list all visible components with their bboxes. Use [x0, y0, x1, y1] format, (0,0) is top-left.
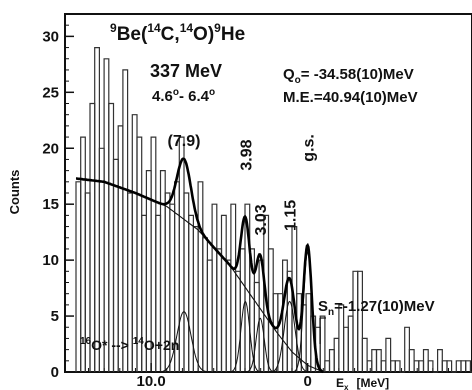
total-fit-curve — [76, 157, 324, 374]
mass-excess: M.E.=40.94(10)MeV — [283, 89, 418, 106]
histogram-bin — [446, 360, 453, 372]
histogram-bin — [202, 237, 208, 372]
histogram-bin — [455, 360, 462, 372]
histogram-bin — [117, 125, 124, 372]
y-tick-label: 25 — [42, 84, 59, 101]
q-value: Qo= -34.58(10)MeV — [283, 66, 414, 86]
histogram-bin — [343, 326, 349, 372]
histogram-bin — [131, 114, 138, 372]
peak-label: 3.03 — [253, 204, 270, 235]
histogram-bin — [380, 360, 387, 372]
neutron-separation: Sn=-1.27(10)MeV — [318, 298, 435, 318]
histogram-bin — [404, 326, 410, 372]
x-tick-label: 0 — [303, 373, 311, 390]
histogram-bin — [188, 214, 194, 372]
beam-energy: 337 MeV — [150, 61, 222, 81]
histogram-bin — [122, 69, 129, 372]
y-tick-label: 15 — [42, 196, 59, 213]
histogram-bin — [347, 315, 354, 372]
histogram-bin — [225, 259, 232, 372]
histogram-bin — [394, 360, 401, 372]
x-tick-label: 10.0 — [136, 373, 165, 390]
angle-range: 4.6o- 6.4o — [152, 87, 215, 105]
x-axis-label: Ex [MeV] — [336, 376, 389, 390]
histogram-bin — [220, 214, 227, 372]
histogram-bin — [390, 360, 396, 372]
histogram — [75, 47, 472, 373]
histogram-bin — [305, 293, 312, 372]
histogram-bin — [366, 360, 373, 372]
histogram-bin — [413, 360, 420, 372]
histogram-bin — [206, 259, 213, 372]
histogram-bin — [324, 360, 331, 372]
y-tick-label: 5 — [51, 308, 59, 325]
peak-component-curve — [155, 311, 212, 373]
histogram-bin — [375, 349, 382, 372]
histogram-bin — [216, 248, 223, 372]
peak-label: g.s. — [301, 134, 318, 162]
histogram-bin — [108, 102, 115, 372]
histogram-bin — [465, 360, 471, 372]
histogram-bin — [422, 349, 429, 372]
histogram-bin — [282, 259, 288, 372]
y-tick-label: 10 — [42, 252, 59, 269]
histogram-bin — [197, 181, 204, 372]
histogram-bin — [89, 102, 96, 372]
histogram-bin — [357, 270, 363, 372]
histogram-bin — [441, 360, 448, 372]
y-tick-label: 0 — [51, 364, 59, 381]
histogram-bin — [333, 337, 340, 372]
histogram-bin — [371, 349, 378, 372]
histogram-bin — [460, 360, 467, 372]
histogram-bin — [385, 337, 392, 372]
peak-component-curve — [267, 300, 311, 373]
reaction-label: 9Be(14C,14O)9He — [110, 21, 245, 45]
peak-label: 3.98 — [238, 139, 255, 170]
histogram-bin — [178, 136, 185, 372]
breakup-label: 16O* --> 14O+2n — [80, 336, 179, 353]
peak-label: 1.15 — [283, 200, 300, 231]
peak-component-curve — [243, 317, 276, 373]
histogram-bin — [418, 360, 425, 372]
histogram-bin — [328, 349, 335, 372]
y-tick-label: 30 — [42, 28, 59, 45]
y-tick-label: 20 — [42, 140, 59, 157]
histogram-bin — [437, 349, 443, 372]
fit-curves — [75, 157, 324, 374]
histogram-bin — [427, 360, 434, 372]
peak-component-curve — [227, 300, 263, 373]
peak-labels: (7.9) 3.98 3.03 1.15 g.s. — [168, 133, 318, 235]
histogram-bin — [103, 58, 110, 372]
histogram-bin — [352, 270, 359, 372]
histogram-bin — [253, 281, 260, 372]
histogram-bin — [408, 349, 415, 372]
axes: 0 5 10 15 20 25 30 10.0 0 — [42, 13, 450, 390]
y-axis-label: Counts — [7, 170, 22, 215]
histogram-bin — [319, 315, 326, 372]
histogram-bin — [361, 337, 368, 372]
histogram-bin — [211, 203, 218, 372]
peak-label: (7.9) — [168, 133, 201, 150]
histogram-bin — [230, 203, 237, 372]
histogram-bin — [94, 47, 100, 372]
